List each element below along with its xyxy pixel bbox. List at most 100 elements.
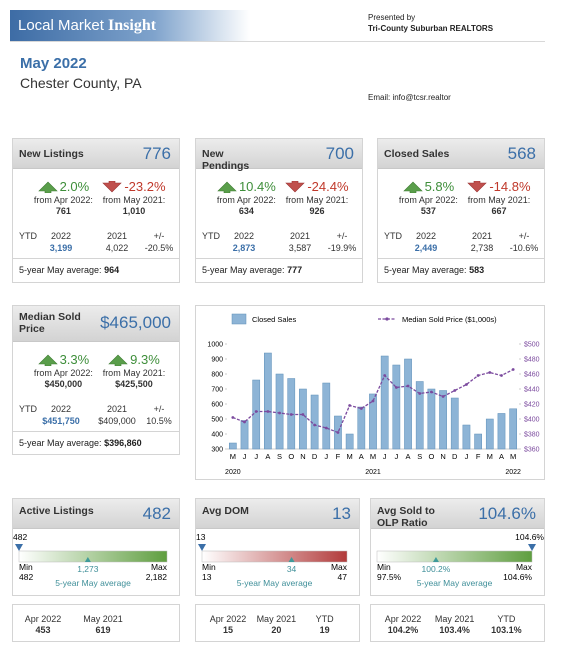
arrow-shape [285,180,306,193]
line-point [266,410,270,413]
x-tick-label: N [440,452,445,461]
average-label: 5-year May average: [19,265,102,275]
x-tick-label: A [406,452,411,461]
max-value: 47 [338,572,348,582]
bar [322,382,331,450]
current-marker [528,544,536,551]
avg-caption: 5-year May average [55,578,131,588]
change-value: 9.3% [130,352,160,367]
history-value: 103.4% [439,625,470,635]
card-value: 104.6% [478,504,536,523]
history-header: May 2021 [434,614,475,624]
card-header: Active Listings 482 [13,499,179,529]
min-label: Min [377,562,391,572]
y2-tick-label: $360 [524,447,540,454]
x-tick-label: J [243,452,247,461]
avg-caption: 5-year May average [417,578,493,588]
max-label: Max [151,562,168,572]
card-header: New Pendings 700 [196,139,362,172]
year-label: 2022 [505,469,521,476]
ytd-header: +/- [336,231,348,241]
bar [474,433,482,450]
line-point [289,413,293,416]
legend-swatch [385,317,389,321]
change-value: -24.4% [307,179,349,194]
from-label: from May 2021: [285,195,349,205]
x-tick-label: D [312,452,318,461]
history-value: 104.2% [387,625,419,635]
from-value: 667 [491,206,507,216]
presented-by: Presented by [368,13,416,22]
y-tick-label: 900 [211,357,223,364]
x-tick-label: A [265,452,270,461]
y-tick-label: 300 [211,447,223,454]
x-tick-label: J [383,452,387,461]
ytd-value: 2,873 [232,243,256,253]
max-value: 104.6% [503,572,532,582]
arrow-shape [37,354,58,367]
bar [240,420,249,450]
trend-arrow [285,180,306,193]
ytd-value: 3,587 [288,243,312,253]
x-tick-label: M [510,452,516,461]
max-value: 2,182 [146,572,168,582]
current-marker [198,544,206,551]
from-label: from May 2021: [102,368,166,378]
ytd-value: -10.6% [509,243,539,253]
average-row: 5-year May average: $396,860 [19,438,142,448]
card-value: 13 [332,504,351,523]
bar [404,358,412,450]
from-value: 634 [238,206,254,216]
ytd-value: 4,022 [105,243,129,253]
arrow-shape [467,180,488,193]
change-row: 3.3% [18,351,108,369]
average-value: 964 [104,265,120,275]
line-point [430,390,433,394]
bar [357,406,366,450]
header-rule [10,41,545,42]
history-box: Apr 2022 15 May 2021 20 YTD 19 [195,604,360,642]
y2-tick-label: $440 [524,387,540,394]
ytd-value: 3,199 [49,243,73,253]
ytd-header: 2021 [106,231,128,241]
line-point [465,383,468,386]
avg-caption: 5-year May average [237,578,313,588]
card-header: Median Sold Price $465,000 [13,306,179,342]
bar [450,397,459,450]
max-label: Max [331,562,348,572]
ytd-value: $451,750 [42,416,80,426]
bar [264,352,272,450]
trend-arrow [37,181,58,194]
trend-arrow [467,180,488,193]
ytd-header: +/- [153,404,165,414]
bar [497,413,506,450]
legend-label: Closed Sales [252,315,296,324]
trend-arrow [108,354,128,367]
history-header: Apr 2022 [209,614,247,624]
history-value: 15 [222,625,233,635]
from-label: from May 2021: [467,195,531,205]
line-point [348,404,352,407]
gauge-bar [18,550,168,563]
bar [509,408,518,450]
from-label: from Apr 2022: [33,368,93,378]
arrow-shape [37,181,58,194]
line-point [301,413,305,416]
ytd-header: 2021 [106,404,128,414]
change-row: -14.8% [454,178,544,196]
x-tick-label: S [417,452,422,461]
history-header: Apr 2022 [384,614,422,624]
arrow-shape [108,354,128,367]
card-header: Avg DOM 13 [196,499,359,529]
ytd-header: 2022 [50,404,72,414]
y-tick-label: 700 [211,387,223,394]
avg-label: 34 [287,564,297,574]
trend-arrow [402,181,423,194]
current-label: 482 [13,532,27,542]
trend-arrow [37,354,58,367]
from-label: from May 2021: [102,195,166,205]
bar [462,424,471,450]
